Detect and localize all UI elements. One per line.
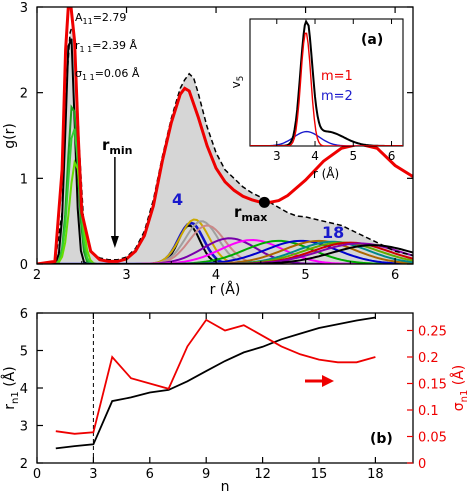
inset-chart: 3 4 5 6 (a) m=1 m=2 r (Å) v5 [229, 18, 404, 181]
inset-xtick-label-1: 4 [311, 149, 319, 163]
rmin-arrow-head [110, 236, 119, 248]
inset-ylabel: v5 [229, 76, 246, 89]
b-xtick-label-6: 18 [367, 467, 384, 482]
rmax-marker [258, 196, 270, 208]
neighbor-peak-7 [37, 218, 413, 264]
rmin-arrow [110, 157, 119, 248]
panel-b-ylabel: rn1 (Å) [1, 366, 21, 409]
panel-b-xlabel: n [221, 479, 230, 494]
b-xtick-label-5: 15 [311, 467, 328, 482]
a-xtick-label-2: 4 [212, 268, 220, 283]
a-xtick-label-0: 2 [33, 268, 41, 283]
gr-lines [37, 7, 413, 264]
neighbor-peak-10 [37, 237, 413, 264]
b-xtick-label-3: 9 [202, 467, 210, 482]
inset-xtick-label-3: 6 [388, 149, 396, 163]
a-xtick-label-4: 6 [391, 268, 399, 283]
inset-panel-label: (a) [361, 32, 383, 48]
b-y2tick-label-3: 0.15 [418, 377, 447, 392]
panel-b-lines [55, 313, 376, 463]
b-ytick-label-1: 3 [20, 420, 28, 435]
b-ytick-label-2: 4 [20, 382, 28, 397]
b-xtick-label-2: 6 [146, 467, 154, 482]
b-y2tick-label-4: 0.2 [418, 351, 439, 366]
a-ytick-label-0: 0 [20, 258, 28, 273]
inset-frame [249, 18, 404, 147]
b-y2tick-label-0: 0 [418, 457, 426, 472]
b-y2tick-label-5: 0.25 [418, 324, 447, 339]
sigma-n1-line [55, 318, 376, 435]
inset-xlabel: r (Å) [313, 166, 339, 181]
b-ytick-label-4: 6 [20, 307, 28, 322]
b-xtick-label-0: 0 [33, 467, 41, 482]
b-xtick-label-4: 12 [254, 467, 271, 482]
inset-xtick-label-2: 5 [349, 149, 357, 163]
panel-b-ticks: 0 3 6 9 12 15 18 2 3 4 5 6 0 0.05 0.1 0.15 0.2 0.25 [20, 307, 447, 482]
panel-a-ticks: 2 3 4 5 6 0 1 2 3 [20, 1, 413, 283]
a-xtick-label-1: 3 [122, 268, 130, 283]
a-ytick-label-1: 1 [20, 172, 28, 187]
right-arrow-icon [305, 375, 334, 387]
a11-annotation: A11=2.79 [75, 11, 126, 26]
legend-m2: m=2 [321, 89, 353, 104]
b-ytick-label-3: 5 [20, 345, 28, 360]
inset-ticks: 3 4 5 6 [273, 19, 395, 163]
panel-b-y2label: σn1 (Å) [450, 365, 470, 412]
peak-label-last: 18 [322, 223, 344, 242]
rmax-label: rmax [234, 203, 267, 224]
b-y2tick-label-2: 0.1 [418, 404, 439, 419]
b-xtick-label-1: 3 [89, 467, 97, 482]
a-ytick-label-2: 2 [20, 87, 28, 102]
neighbor-peak-8 [37, 220, 413, 264]
rmin-label: rmin [102, 136, 132, 157]
neighbor-peak-19 [37, 244, 413, 264]
neighbor-peak-13 [37, 239, 413, 264]
rn1-line [55, 316, 376, 450]
neighbor-peak-9 [37, 224, 413, 264]
b-y2tick-label-1: 0.05 [418, 430, 447, 445]
inset-xtick-label-0: 3 [273, 149, 281, 163]
panel-a-ylabel: g(r) [2, 123, 18, 149]
r11-annotation: r1 1=2.39 Å [75, 39, 137, 54]
gr-red-line [37, 7, 413, 264]
panel-a-xlabel: r (Å) [210, 281, 241, 298]
panel-a: 2 3 4 5 6 0 1 2 3 r (Å) g(r) A11=2.79 r1 1=2.39 … [2, 1, 414, 298]
peak-label-first: 4 [172, 190, 183, 209]
b-ytick-label-0: 2 [20, 457, 28, 472]
a-xtick-label-3: 5 [301, 268, 309, 283]
a-ytick-label-3: 3 [20, 1, 28, 16]
s11-annotation: σ1 1=0.06 Å [75, 67, 140, 82]
panel-b-label: (b) [370, 431, 393, 447]
inset-lines [250, 19, 403, 146]
legend-m1: m=1 [321, 69, 353, 84]
panel-a-frame [36, 6, 414, 265]
panel-b: 0 3 6 9 12 15 18 2 3 4 5 6 0 0.05 0.1 0.15 0.2 0.25 n rn1… [1, 307, 470, 494]
